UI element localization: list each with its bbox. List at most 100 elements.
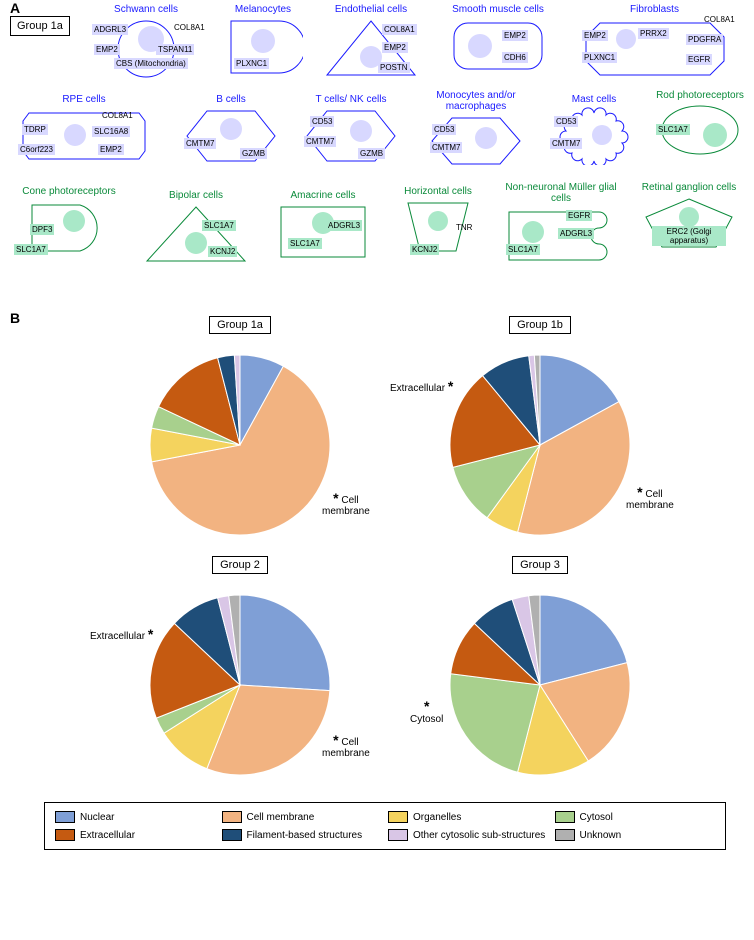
fibro-shape: [580, 17, 730, 77]
legend-swatch: [388, 811, 408, 823]
legend-label: Other cytosolic sub-structures: [413, 830, 545, 841]
cell-title: Monocytes and/or macrophages: [416, 90, 536, 112]
annot-text: Cell membrane: [322, 495, 370, 517]
pie-g1b: Group 1b Extracellular * * Cell membrane: [430, 316, 650, 543]
gene-label: SLC1A7: [202, 220, 236, 231]
gene-label: COL8A1: [382, 24, 417, 35]
gene-label: TNR: [454, 222, 474, 233]
cell-cone: Cone photoreceptors DPF3 SLC1A7: [14, 186, 124, 255]
cell-horizontal: Horizontal cells TNR KCNJ2: [388, 186, 488, 255]
cell-title: Bipolar cells: [136, 190, 256, 201]
pie-g3: Group 3 *Cytosol: [430, 556, 650, 783]
pie-g2: Group 2 Extracellular * * Cell membrane: [130, 556, 350, 783]
cell-title: Melanocytes: [218, 4, 308, 15]
gene-label: ADGRL3: [558, 228, 594, 239]
legend-label: Cytosol: [580, 812, 613, 823]
legend: Nuclear Cell membrane Organelles Cytosol Ext…: [44, 802, 726, 850]
legend-item: Cytosol: [555, 811, 716, 823]
gene-label: PLXNC1: [234, 58, 269, 69]
cell-title: Schwann cells: [86, 4, 206, 15]
gene-label: EMP2: [582, 30, 608, 41]
gene-label: EMP2: [382, 42, 408, 53]
gene-label: COL8A1: [100, 110, 135, 121]
cell-title: Amacrine cells: [268, 190, 378, 201]
annot-text: Cytosol: [410, 714, 443, 725]
pie-svg-g3: [430, 580, 650, 780]
panel-a: A Group 1a Schwann cells ADGRL3 COL8A1 E…: [0, 0, 754, 310]
gene-label: EMP2: [98, 144, 124, 155]
legend-swatch: [55, 829, 75, 841]
pie-title: Group 2: [212, 556, 268, 574]
cell-rod: Rod photoreceptors SLC1A7: [650, 90, 750, 157]
legend-label: Filament-based structures: [247, 830, 363, 841]
annot-text: Extracellular: [390, 383, 445, 394]
cell-title: Rod photoreceptors: [650, 90, 750, 101]
pie-svg-g1b: [430, 340, 650, 540]
legend-swatch: [388, 829, 408, 841]
gene-label: SLC1A7: [506, 244, 540, 255]
cell-endothelial: Endothelial cells COL8A1 EMP2 POSTN: [316, 4, 426, 79]
gene-label: CMTM7: [304, 136, 336, 147]
legend-item: Extracellular: [55, 829, 216, 841]
gene-label: CMTM7: [184, 138, 216, 149]
legend-item: Unknown: [555, 829, 716, 841]
legend-label: Unknown: [580, 830, 622, 841]
gene-label: PRRX2: [638, 28, 669, 39]
cell-rgc: Retinal ganglion cells ERC2 (Golgi appar…: [634, 182, 744, 251]
cell-rpe: RPE cells TDRP COL8A1 SLC16A8 C6orf223 E…: [14, 94, 154, 165]
legend-label: Organelles: [413, 812, 461, 823]
legend-label: Extracellular: [80, 830, 135, 841]
gene-label: CBS (Mitochondria): [114, 58, 188, 69]
cell-mono: Monocytes and/or macrophages CD53 CMTM7: [416, 90, 536, 168]
pie-slice: [240, 595, 330, 691]
mono-shape: [428, 114, 524, 168]
cell-title: Smooth muscle cells: [438, 4, 558, 15]
gene-label: ADGRL3: [92, 24, 128, 35]
gene-label: PLXNC1: [582, 52, 617, 63]
legend-item: Cell membrane: [222, 811, 383, 823]
group1a-box: Group 1a: [10, 16, 70, 36]
gene-label: CD53: [432, 124, 456, 135]
legend-label: Nuclear: [80, 812, 114, 823]
cell-title: Endothelial cells: [316, 4, 426, 15]
panel-b-label: B: [10, 310, 20, 326]
gene-label: SLC16A8: [92, 126, 130, 137]
gene-label: TDRP: [22, 124, 48, 135]
panel-b: B Group 1a * Cell membrane Group 1b Extr…: [0, 310, 754, 870]
gene-label: TSPAN11: [156, 44, 194, 55]
cell-title: RPE cells: [14, 94, 154, 105]
pie-annot: * Cell membrane: [322, 490, 370, 517]
pie-title: Group 1a: [209, 316, 271, 334]
gene-label: C6orf223: [18, 144, 55, 155]
gene-label: KCNJ2: [410, 244, 439, 255]
gene-label: DPF3: [30, 224, 54, 235]
gene-label: GZMB: [240, 148, 267, 159]
gene-label: EMP2: [502, 30, 528, 41]
amacrine-shape: [275, 203, 371, 261]
legend-label: Cell membrane: [247, 812, 315, 823]
gene-label: EGFR: [686, 54, 712, 65]
gene-label: SLC1A7: [288, 238, 322, 249]
gene-label: COL8A1: [702, 14, 737, 25]
cell-title: B cells: [176, 94, 286, 105]
cell-bcell: B cells CMTM7 GZMB: [176, 94, 286, 165]
legend-item: Nuclear: [55, 811, 216, 823]
gene-label: KCNJ2: [208, 246, 237, 257]
cell-title: T cells/ NK cells: [296, 94, 406, 105]
annot-text: Cell membrane: [322, 737, 370, 759]
cell-melanocytes: Melanocytes PLXNC1: [218, 4, 308, 77]
pie-svg-g1a: [130, 340, 350, 540]
legend-swatch: [555, 829, 575, 841]
gene-label: PDGFRA: [686, 34, 723, 45]
cell-smc: Smooth muscle cells EMP2 CDH6: [438, 4, 558, 75]
gene-label: GZMB: [358, 148, 385, 159]
cell-title: Mast cells: [544, 94, 644, 105]
gene-label: CMTM7: [430, 142, 462, 153]
cell-tcell: T cells/ NK cells CD53 CMTM7 GZMB: [296, 94, 406, 165]
cell-title: Non-neuronal Müller glial cells: [496, 182, 626, 204]
cell-muller: Non-neuronal Müller glial cells EGFR ADG…: [496, 182, 626, 262]
cell-title: Horizontal cells: [388, 186, 488, 197]
cell-fibroblasts: Fibroblasts EMP2 PRRX2 PLXNC1 COL8A1 PDG…: [572, 4, 737, 77]
smc-shape: [448, 17, 548, 75]
gene-label: ERC2 (Golgi apparatus): [652, 226, 726, 246]
